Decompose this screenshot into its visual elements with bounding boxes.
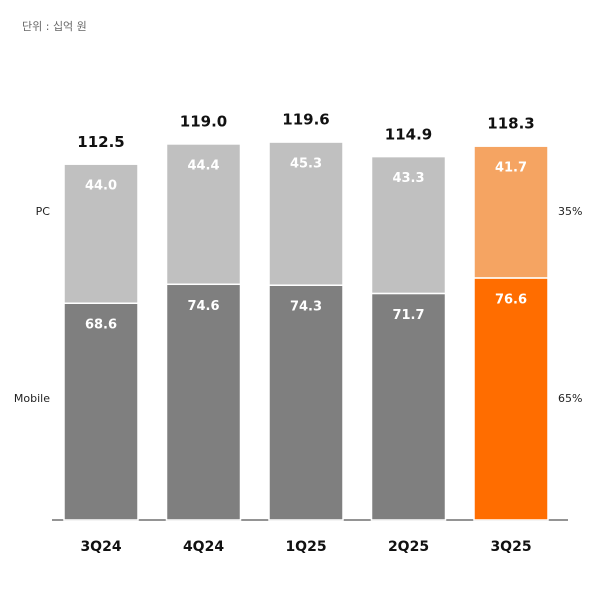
bar-segment	[165, 283, 242, 521]
value-label: 44.4	[187, 158, 219, 173]
total-label: 119.6	[282, 111, 329, 129]
x-tick-label: 4Q24	[183, 539, 224, 555]
legend-label: Mobile	[14, 392, 50, 405]
bar-segment	[268, 141, 344, 286]
bar-segment	[63, 302, 139, 521]
value-label: 74.6	[187, 299, 219, 314]
value-label: 71.7	[392, 308, 424, 323]
x-tick-label: 1Q25	[285, 539, 326, 555]
total-label: 118.3	[487, 115, 534, 133]
x-tick-label: 3Q24	[80, 539, 121, 555]
value-label: 43.3	[392, 171, 424, 186]
bar-segment	[370, 292, 447, 521]
value-label: 41.7	[495, 161, 527, 176]
bar-segment	[63, 163, 139, 304]
value-label: 45.3	[290, 157, 322, 172]
bar-segment	[473, 145, 549, 279]
total-label: 112.5	[77, 133, 124, 151]
value-label: 44.0	[85, 179, 117, 194]
bar-segment	[165, 143, 242, 286]
x-tick-label: 2Q25	[388, 539, 429, 555]
value-label: 68.6	[85, 318, 117, 333]
total-label: 119.0	[180, 112, 227, 130]
value-label: 74.3	[290, 300, 322, 315]
unit-note: 단위 : 십억 원	[22, 20, 87, 33]
bar-segment	[370, 155, 447, 295]
bar-segment	[473, 277, 549, 521]
legend-label: PC	[36, 205, 51, 218]
total-label: 114.9	[385, 125, 432, 143]
share-label: 35%	[558, 205, 582, 218]
value-label: 76.6	[495, 292, 527, 307]
x-tick-label: 3Q25	[490, 539, 531, 555]
bar-segment	[268, 284, 344, 521]
share-label: 65%	[558, 392, 582, 405]
